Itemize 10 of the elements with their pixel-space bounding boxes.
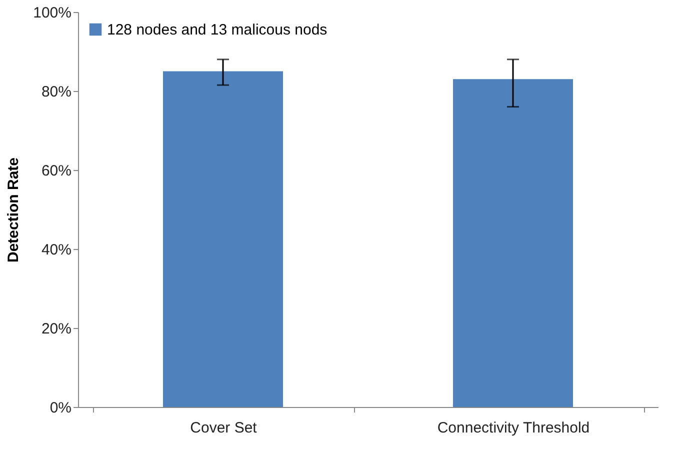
y-axis-title: Detection Rate: [5, 157, 22, 263]
y-tick-label: 60%: [41, 162, 72, 180]
y-tick-label: 0%: [50, 400, 72, 416]
x-tick-label: Connectivity Threshold: [437, 420, 590, 436]
x-tick-label: Cover Set: [190, 420, 258, 436]
y-tick-label: 80%: [41, 84, 72, 100]
y-tick-label: 20%: [41, 320, 72, 338]
y-tick-label: 40%: [41, 242, 72, 258]
legend-label: 128 nodes and 13 malicous nods: [107, 22, 328, 38]
y-tick-label: 100%: [33, 4, 72, 22]
